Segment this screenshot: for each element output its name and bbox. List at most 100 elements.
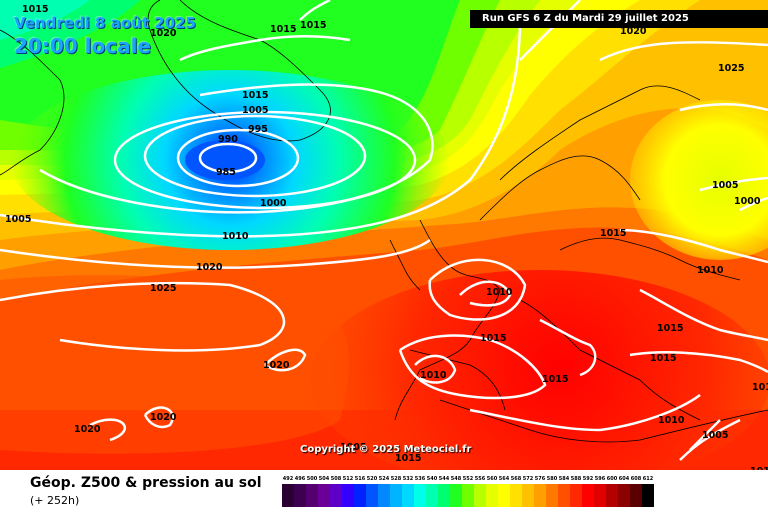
forecast-lead-time: (+ 252h) bbox=[30, 494, 80, 507]
z500-atlantic-ridge bbox=[0, 275, 349, 454]
legend-label: 600 bbox=[606, 476, 618, 482]
legend-label: 512 bbox=[342, 476, 354, 482]
legend-color-bar bbox=[282, 484, 654, 507]
legend-swatch bbox=[570, 484, 582, 507]
legend-label: 556 bbox=[474, 476, 486, 482]
isobar-label: 990 bbox=[218, 134, 238, 145]
legend-swatch bbox=[558, 484, 570, 507]
forecast-date: Vendredi 8 août 2025 bbox=[14, 14, 196, 32]
z500-high-core bbox=[310, 270, 768, 470]
legend-label: 560 bbox=[486, 476, 498, 482]
isobar-label: 1015 bbox=[542, 374, 568, 385]
isobar-label: 1015 bbox=[657, 323, 683, 334]
legend-label: 540 bbox=[426, 476, 438, 482]
isobar-label: 1010 bbox=[658, 415, 685, 426]
isobar-label: 1005 bbox=[340, 442, 366, 453]
isobar-label: 1020 bbox=[150, 28, 177, 39]
map-footer: Géop. Z500 & pression au sol (+ 252h) 49… bbox=[0, 470, 768, 512]
legend-label: 520 bbox=[366, 476, 378, 482]
isobar-label: 1015 bbox=[242, 90, 268, 101]
isobar-label: 1005 bbox=[702, 430, 728, 441]
isobar-label: 1000 bbox=[734, 196, 761, 207]
isobar-label: 1015 bbox=[600, 228, 626, 239]
legend-label: 524 bbox=[378, 476, 390, 482]
legend-label: 576 bbox=[534, 476, 546, 482]
legend-swatch bbox=[498, 484, 510, 507]
legend-swatch bbox=[618, 484, 630, 507]
legend-swatch bbox=[594, 484, 606, 507]
legend-swatch bbox=[330, 484, 342, 507]
legend-label: 500 bbox=[306, 476, 318, 482]
legend-swatch bbox=[546, 484, 558, 507]
isobars bbox=[0, 0, 768, 461]
isobar-label: 1015 bbox=[650, 353, 676, 364]
forecast-local-time: 20:00 locale bbox=[14, 34, 151, 58]
legend-label: 572 bbox=[522, 476, 534, 482]
legend-swatch bbox=[510, 484, 522, 507]
isobar-label: 995 bbox=[248, 124, 268, 135]
legend-swatch bbox=[318, 484, 330, 507]
legend-swatch bbox=[282, 484, 294, 507]
legend-label: 504 bbox=[318, 476, 330, 482]
isobar-label: 1025 bbox=[718, 63, 744, 74]
isobar-label: 1005 bbox=[242, 105, 268, 116]
legend-swatch bbox=[342, 484, 354, 507]
legend-label: 564 bbox=[498, 476, 510, 482]
legend-swatch bbox=[462, 484, 474, 507]
z500-ridge-north bbox=[630, 100, 768, 260]
z500-band-540 bbox=[0, 0, 90, 40]
legend-label: 528 bbox=[390, 476, 402, 482]
legend-label: 492 bbox=[282, 476, 294, 482]
legend-swatch bbox=[642, 484, 654, 507]
legend-label: 548 bbox=[450, 476, 462, 482]
legend-swatch bbox=[426, 484, 438, 507]
legend-label: 552 bbox=[462, 476, 474, 482]
isobar-label: 1005 bbox=[5, 214, 31, 225]
legend-label: 516 bbox=[354, 476, 366, 482]
isobar-label: 1015 bbox=[480, 333, 506, 344]
legend-swatch bbox=[306, 484, 318, 507]
isobar-labels: 1015 1015 1020 1020 1025 1015 1005 995 9… bbox=[5, 4, 768, 470]
isobar-label: 1000 bbox=[260, 198, 287, 209]
isobar-label: 1020 bbox=[620, 26, 647, 37]
model-run-info: Run GFS 6 Z du Mardi 29 juillet 2025 bbox=[470, 10, 768, 28]
legend-label: 544 bbox=[438, 476, 450, 482]
legend-swatch bbox=[390, 484, 402, 507]
legend-label: 536 bbox=[414, 476, 426, 482]
legend-label: 584 bbox=[558, 476, 570, 482]
legend-label: 612 bbox=[642, 476, 654, 482]
isobar-label: 1005 bbox=[712, 180, 738, 191]
legend-label: 496 bbox=[294, 476, 306, 482]
legend-label: 580 bbox=[546, 476, 558, 482]
legend-swatch bbox=[606, 484, 618, 507]
isobar-label: 1015 bbox=[270, 24, 296, 35]
legend-swatch bbox=[294, 484, 306, 507]
isobar-label: 1015 bbox=[752, 382, 768, 393]
legend-label: 532 bbox=[402, 476, 414, 482]
isobar-label: 1015 bbox=[300, 20, 326, 31]
isobar-label: 1010 bbox=[420, 370, 447, 381]
isobar-label: 1015 bbox=[22, 4, 48, 15]
isobar-label: 1010 bbox=[750, 466, 768, 470]
legend-swatch bbox=[534, 484, 546, 507]
legend-swatch bbox=[402, 484, 414, 507]
isobar-label: 1025 bbox=[150, 283, 176, 294]
legend-swatch bbox=[582, 484, 594, 507]
legend-label: 596 bbox=[594, 476, 606, 482]
legend-label: 508 bbox=[330, 476, 342, 482]
isobar-label: 1020 bbox=[263, 360, 290, 371]
isobar-label: 1020 bbox=[150, 412, 177, 423]
isobar-label: 985 bbox=[216, 167, 236, 178]
legend-swatch bbox=[378, 484, 390, 507]
isobar-label: 1010 bbox=[697, 265, 724, 276]
isobar-label: 1015 bbox=[395, 453, 421, 464]
legend-swatch bbox=[630, 484, 642, 507]
isobar-label: 1020 bbox=[196, 262, 223, 273]
color-scale-legend: 492 496 500 504 508 512 516 520 524 528 532 536 540 5… bbox=[282, 476, 654, 507]
copyright-notice: Copyright © 2025 Meteociel.fr bbox=[300, 444, 472, 455]
legend-label: 588 bbox=[570, 476, 582, 482]
legend-label: 568 bbox=[510, 476, 522, 482]
legend-swatch bbox=[366, 484, 378, 507]
map-title: Géop. Z500 & pression au sol bbox=[30, 475, 262, 491]
